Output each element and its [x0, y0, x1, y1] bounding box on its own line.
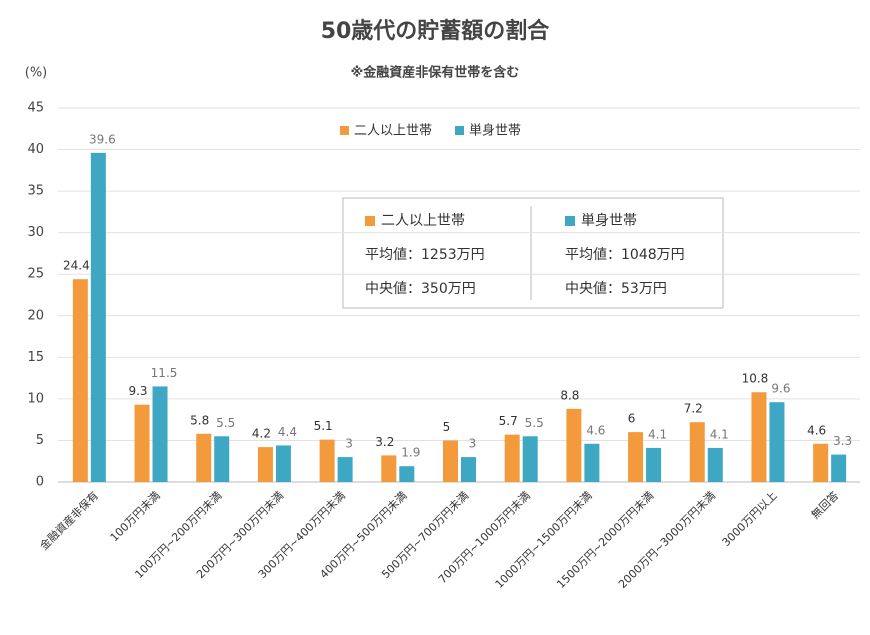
bar: [275, 445, 291, 482]
bar: [751, 392, 767, 482]
data-label: 3: [345, 437, 353, 451]
bar: [381, 455, 397, 482]
bar: [337, 457, 353, 482]
data-label: 4.1: [710, 427, 729, 441]
summary-line: 平均値：1048万円: [565, 247, 685, 263]
summary-swatch: [565, 216, 575, 226]
summary-header: 単身世帯: [581, 213, 637, 229]
summary-line: 中央値：53万円: [565, 281, 667, 297]
bar: [628, 432, 644, 482]
data-label: 5.7: [499, 414, 518, 428]
data-label: 1.9: [401, 446, 420, 460]
bar: [646, 447, 662, 482]
y-tick-label: 35: [27, 184, 44, 199]
legend-swatch: [455, 126, 464, 135]
bar: [214, 436, 230, 482]
data-label: 6: [628, 412, 636, 426]
bar: [443, 440, 458, 482]
bar: [196, 433, 212, 482]
data-label: 9.6: [771, 382, 790, 396]
bar: [319, 439, 335, 482]
bar: [522, 436, 538, 482]
legend-label: 二人以上世帯: [354, 124, 432, 139]
data-label: 4.1: [648, 427, 667, 441]
data-label: 8.8: [560, 388, 579, 402]
bar: [566, 408, 582, 482]
data-label: 11.5: [151, 366, 178, 380]
summary-header: 二人以上世帯: [381, 213, 465, 229]
data-label: 3.3: [833, 434, 852, 448]
bar: [72, 279, 88, 482]
y-tick-label: 0: [36, 475, 44, 490]
data-label: 5.1: [314, 419, 333, 433]
bar: [90, 152, 106, 482]
legend-swatch: [340, 126, 349, 135]
y-tick-label: 40: [27, 142, 44, 157]
data-label: 4.6: [807, 423, 826, 437]
chart-subtitle: ※金融資産非保有世帯を含む: [351, 65, 520, 81]
data-label: 39.6: [89, 132, 116, 146]
data-label: 3: [469, 437, 477, 451]
data-label: 5.8: [190, 413, 209, 427]
data-label: 5: [443, 420, 451, 434]
data-label: 4.2: [252, 427, 271, 441]
data-label: 7.2: [684, 402, 703, 416]
y-axis-label: (%): [25, 66, 48, 81]
bar: [689, 422, 705, 482]
data-label: 5.5: [216, 416, 235, 430]
bar: [769, 402, 785, 482]
data-label: 4.6: [586, 423, 605, 437]
data-label: 4.4: [278, 425, 297, 439]
y-tick-label: 25: [27, 267, 44, 282]
y-tick-label: 20: [27, 308, 44, 323]
bar: [257, 447, 273, 482]
y-tick-label: 5: [36, 433, 44, 448]
legend-label: 単身世帯: [469, 123, 521, 139]
summary-swatch: [365, 216, 375, 226]
bar: [152, 386, 168, 482]
data-label: 9.3: [128, 384, 147, 398]
y-tick-label: 30: [27, 225, 44, 240]
data-label: 10.8: [742, 372, 769, 386]
data-label: 3.2: [375, 435, 394, 449]
bar: [831, 454, 847, 482]
data-label: 24.4: [63, 259, 90, 273]
y-tick-label: 10: [27, 391, 44, 406]
y-tick-label: 15: [27, 350, 44, 365]
chart-title: 50歳代の貯蓄額の割合: [321, 18, 551, 44]
summary-line: 平均値：1253万円: [365, 247, 485, 263]
summary-box: [342, 197, 724, 309]
y-tick-label: 45: [27, 101, 44, 116]
bar: [461, 457, 476, 482]
bar: [584, 443, 600, 482]
bar: [504, 434, 520, 482]
bar: [134, 404, 150, 482]
summary-line: 中央値：350万円: [365, 281, 476, 297]
data-label: 5.5: [525, 416, 544, 430]
bar: [813, 443, 829, 482]
bar: [707, 447, 723, 482]
bar: [399, 466, 415, 482]
